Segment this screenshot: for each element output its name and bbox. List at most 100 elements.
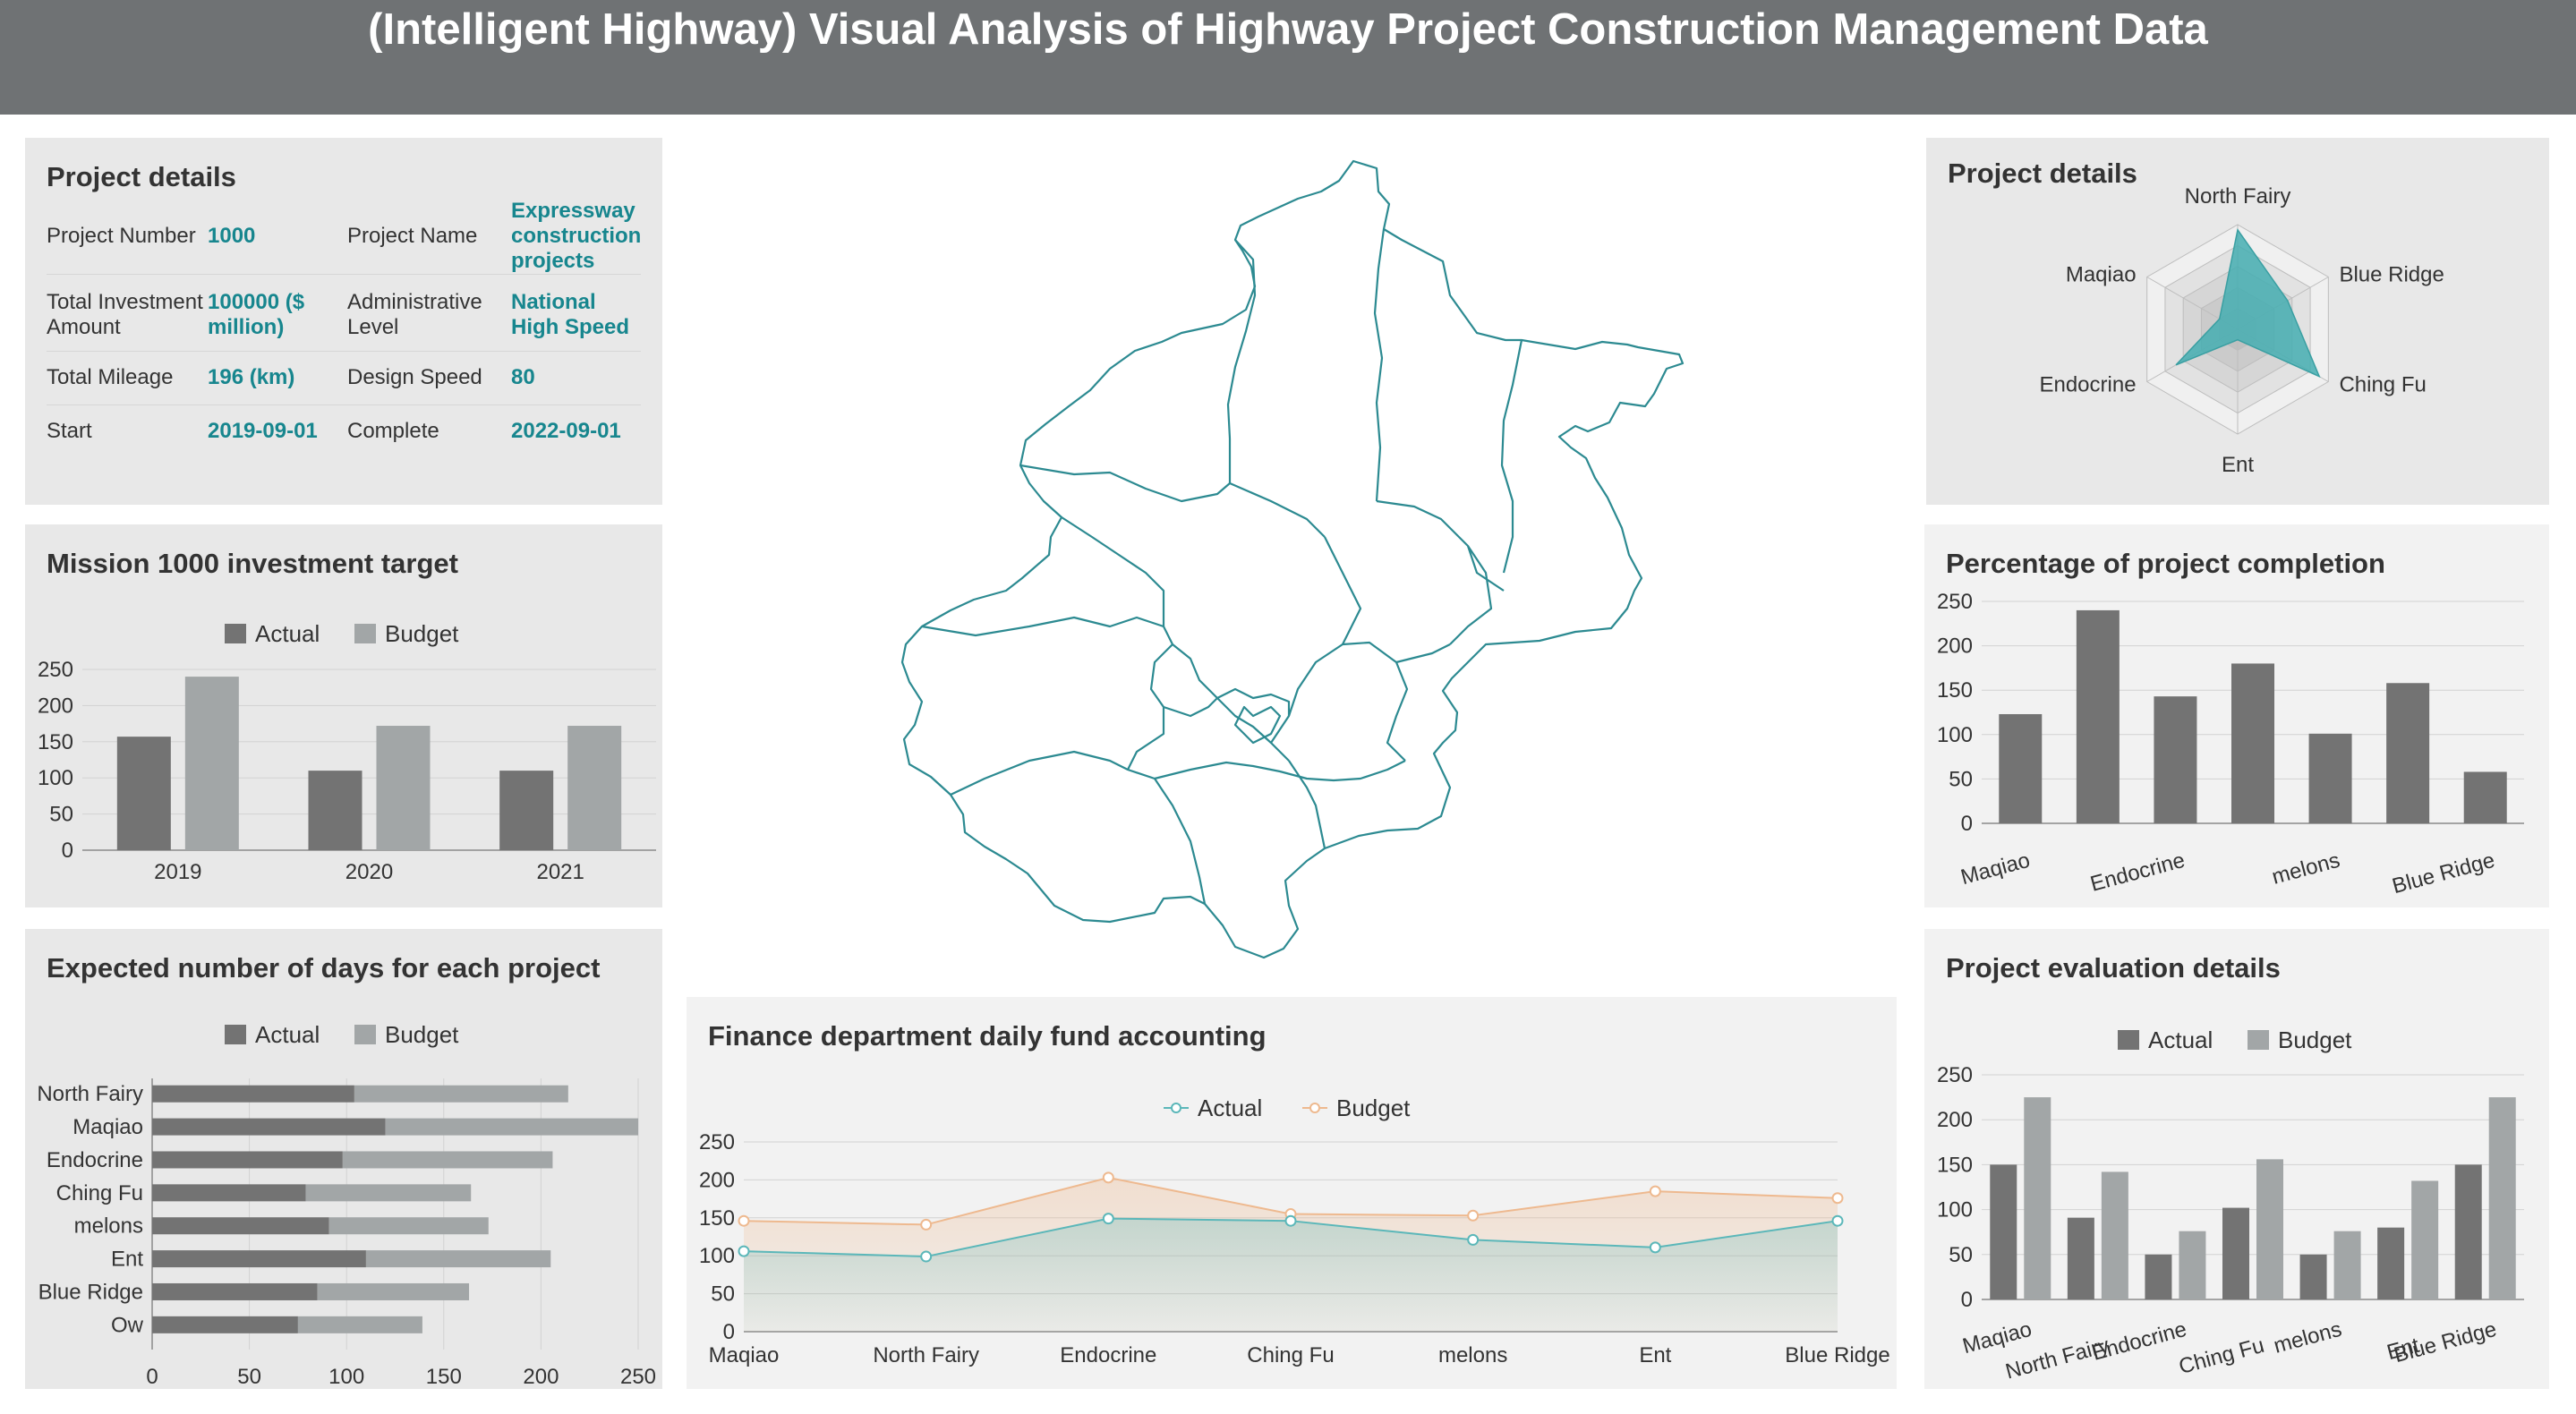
- completion-bar: [2154, 696, 2197, 823]
- days-xtick-label: 200: [523, 1365, 559, 1389]
- header-bar: (Intelligent Highway) Visual Analysis of…: [0, 0, 2576, 115]
- days-bar-budget: [385, 1118, 638, 1136]
- map-district-border: [1163, 697, 1218, 718]
- evaluation-bar-budget: [2488, 1097, 2516, 1299]
- legend-label-budget: Budget: [385, 620, 459, 647]
- evaluation-bar-actual: [2222, 1207, 2249, 1299]
- label-total-investment: Total Investment Amount: [47, 290, 203, 339]
- map-district-border: [1270, 641, 1409, 762]
- investment-ytick-label: 0: [62, 839, 73, 863]
- finance-point-budget: [920, 1218, 933, 1231]
- evaluation-xtick-label: Maqiao: [1960, 1317, 2034, 1359]
- map-district-border: [921, 616, 1164, 637]
- evaluation-bar-actual: [2454, 1164, 2482, 1299]
- evaluation-xtick-label: Blue Ridge: [2392, 1317, 2499, 1367]
- map-district-border: [1288, 760, 1326, 849]
- evaluation-bar-budget: [2333, 1231, 2361, 1299]
- map-outline: [900, 159, 1685, 959]
- radar-indicator-label: Ching Fu: [2339, 373, 2426, 397]
- legend-swatch-budget: [354, 1025, 376, 1044]
- finance-point-actual: [1831, 1214, 1844, 1227]
- finance-ytick-label: 0: [723, 1320, 735, 1344]
- days-ytick-label: melons: [74, 1214, 143, 1239]
- legend-label-actual: Actual: [255, 620, 320, 647]
- days-panel: Expected number of days for each project…: [25, 929, 662, 1389]
- map-district-border: [1376, 499, 1505, 592]
- finance-point-actual: [738, 1245, 750, 1257]
- label-start: Start: [47, 419, 92, 443]
- evaluation-panel: Project evaluation details Actual Budget 0…: [1924, 929, 2549, 1389]
- investment-bar-budget: [376, 726, 431, 850]
- days-bar-budget: [342, 1151, 553, 1169]
- project-details-title: Project details: [47, 161, 236, 192]
- row-divider: [47, 351, 641, 352]
- evaluation-ytick-label: 250: [1937, 1063, 1973, 1087]
- finance-ytick-label: 200: [699, 1168, 735, 1192]
- days-bar-actual: [152, 1184, 306, 1202]
- finance-ytick-label: 150: [699, 1206, 735, 1231]
- days-bar-actual: [152, 1282, 318, 1300]
- map-district-border: [1373, 228, 1386, 502]
- finance-point-actual: [1102, 1213, 1114, 1225]
- evaluation-xtick-label: Endocrine: [2090, 1317, 2189, 1366]
- completion-xtick-label: Blue Ridge: [2390, 848, 2497, 899]
- page-title: (Intelligent Highway) Visual Analysis of…: [368, 5, 2208, 54]
- completion-ytick-label: 250: [1937, 590, 1973, 614]
- completion-xtick-label: melons: [2269, 848, 2342, 890]
- finance-point-actual: [920, 1250, 933, 1263]
- days-bar-actual: [152, 1085, 354, 1103]
- investment-ytick-label: 250: [38, 658, 73, 682]
- evaluation-ytick-label: 100: [1937, 1198, 1973, 1222]
- completion-bar: [1999, 713, 2043, 823]
- radar-panel: Project details North Fairy Blue Ridge Chi…: [1926, 138, 2549, 505]
- map-district-border: [1233, 705, 1282, 745]
- completion-bar: [2076, 609, 2120, 823]
- value-administrative-level: National High Speed: [511, 290, 630, 339]
- days-bar-actual: [152, 1217, 329, 1235]
- finance-point-budget: [738, 1214, 750, 1227]
- legend-swatch-actual: [225, 624, 246, 643]
- finance-point-actual: [1467, 1233, 1480, 1246]
- project-details-panel: Project details Project Number 1000 Proj…: [25, 138, 662, 505]
- legend-label-budget: Budget: [385, 1021, 459, 1048]
- evaluation-bar-budget: [2101, 1171, 2128, 1299]
- days-xtick-label: 250: [620, 1365, 656, 1389]
- investment-xtick-label: 2021: [536, 860, 584, 884]
- days-ytick-label: Endocrine: [47, 1148, 143, 1172]
- days-ytick-label: Maqiao: [73, 1115, 143, 1139]
- label-project-name: Project Name: [347, 224, 478, 248]
- finance-ytick-label: 250: [699, 1130, 735, 1154]
- investment-panel: Mission 1000 investment target Actual Bud…: [25, 524, 662, 907]
- map-district-border: [1154, 760, 1406, 782]
- legend-swatch-actual: [2118, 1030, 2139, 1050]
- legend-label-budget: Budget: [1336, 1095, 1411, 1121]
- days-bar-budget: [354, 1085, 568, 1103]
- days-chart: Actual Budget 0 50 100 150 200 250 North Fairy Ma…: [37, 1021, 656, 1389]
- finance-point-actual: [1649, 1241, 1661, 1254]
- completion-bar: [2463, 771, 2507, 823]
- map-district-border: [1500, 339, 1523, 574]
- investment-xtick-label: 2020: [345, 860, 393, 884]
- evaluation-xtick-label: Ching Fu: [2176, 1333, 2266, 1379]
- days-title: Expected number of days for each project: [47, 952, 601, 984]
- completion-xtick-label: Endocrine: [2088, 848, 2188, 897]
- label-administrative-level: Administrative Level: [347, 290, 482, 339]
- evaluation-bar-actual: [2299, 1254, 2327, 1299]
- radar-indicator-label: Ent: [2222, 453, 2254, 477]
- map-district-border: [1154, 778, 1207, 905]
- investment-bar-actual: [308, 771, 363, 850]
- value-total-investment: 100000 ($ million): [208, 290, 305, 339]
- legend-swatch-budget: [2248, 1030, 2269, 1050]
- evaluation-xtick-label: melons: [2271, 1317, 2344, 1359]
- evaluation-ytick-label: 150: [1937, 1153, 1973, 1177]
- evaluation-bar-actual: [2145, 1254, 2172, 1299]
- evaluation-ytick-label: 0: [1961, 1288, 1973, 1312]
- label-project-number: Project Number: [47, 224, 196, 248]
- days-ytick-label: Blue Ridge: [38, 1280, 143, 1304]
- days-bar-budget: [365, 1250, 551, 1268]
- days-xtick-label: 50: [237, 1365, 261, 1389]
- investment-bar-actual: [116, 737, 171, 850]
- map-district-border: [950, 750, 1156, 796]
- map-district-border: [1226, 239, 1257, 483]
